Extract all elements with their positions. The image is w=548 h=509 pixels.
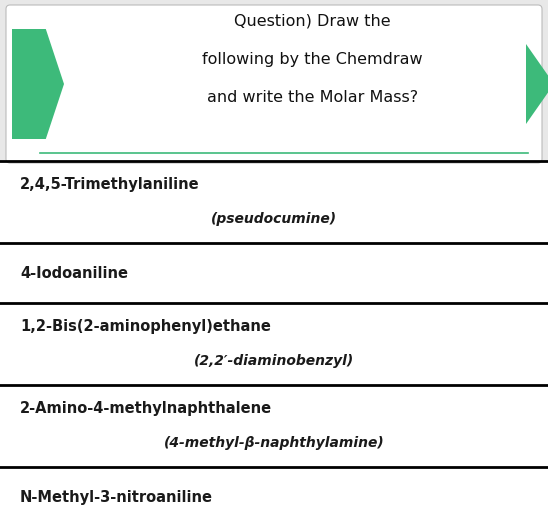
Text: 2-Amino-4-methylnaphthalene: 2-Amino-4-methylnaphthalene <box>20 401 272 416</box>
Text: 2,4,5-Trimethylaniline: 2,4,5-Trimethylaniline <box>20 177 199 192</box>
Text: (4-methyl-β-naphthylamine): (4-methyl-β-naphthylamine) <box>164 436 384 449</box>
FancyBboxPatch shape <box>0 303 548 385</box>
FancyBboxPatch shape <box>6 6 542 164</box>
Text: following by the Chemdraw: following by the Chemdraw <box>202 52 423 67</box>
Text: (pseudocumine): (pseudocumine) <box>211 212 337 226</box>
Polygon shape <box>526 45 548 125</box>
Text: and write the Molar Mass?: and write the Molar Mass? <box>207 90 418 105</box>
Text: (2,2′-diaminobenzyl): (2,2′-diaminobenzyl) <box>194 354 354 367</box>
Polygon shape <box>12 30 64 140</box>
Text: 4-Iodoaniline: 4-Iodoaniline <box>20 266 128 281</box>
FancyBboxPatch shape <box>0 162 548 243</box>
FancyBboxPatch shape <box>0 243 548 303</box>
Text: 1,2-Bis(2-aminophenyl)ethane: 1,2-Bis(2-aminophenyl)ethane <box>20 319 271 334</box>
FancyBboxPatch shape <box>0 467 548 509</box>
FancyBboxPatch shape <box>0 385 548 467</box>
Text: N-Methyl-3-nitroaniline: N-Methyl-3-nitroaniline <box>20 490 213 504</box>
Text: Question) Draw the: Question) Draw the <box>234 14 391 29</box>
